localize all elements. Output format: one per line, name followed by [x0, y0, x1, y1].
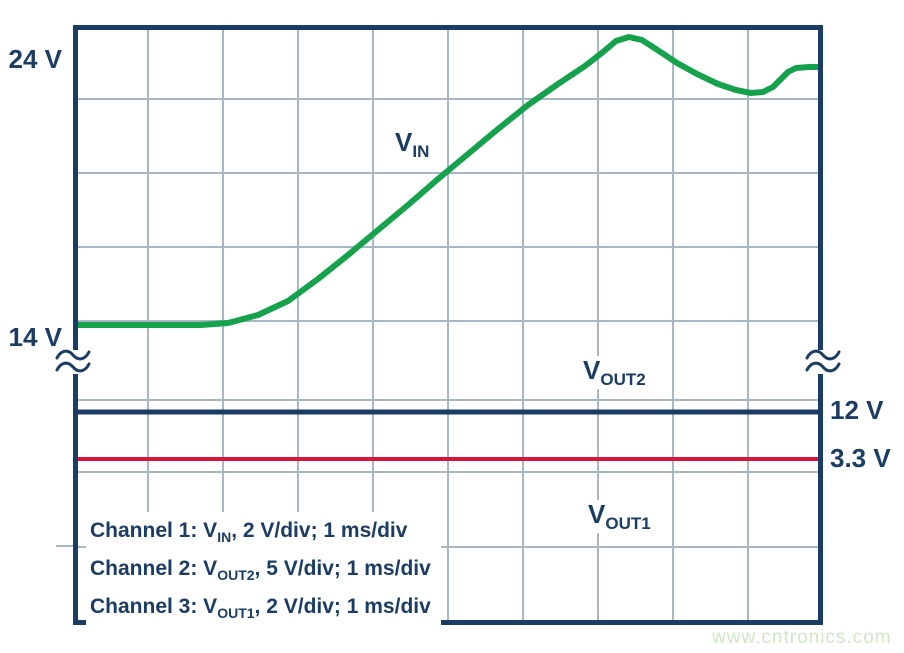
vout1-label-base: V	[588, 499, 606, 529]
vout2-trace-label: VOUT2	[580, 355, 649, 390]
vout2-label-base: V	[583, 355, 601, 385]
legend-line-1-sub: IN	[217, 529, 232, 546]
left-axis-tick	[56, 545, 73, 547]
legend-line-1-post: , 2 V/div; 1 ms/div	[231, 519, 408, 542]
plot-area	[73, 25, 823, 625]
legend-line-channel-3: Channel 3: VOUT1, 2 V/div; 1 ms/div	[90, 591, 431, 629]
legend-line-2-pre: Channel 2: V	[90, 557, 218, 581]
axis-label-12v: 12 V	[830, 395, 884, 425]
legend-line-2-post: , 5 V/div; 1 ms/div	[254, 557, 431, 581]
legend-line-channel-1: Channel 1: VIN, 2 V/div; 1 ms/div	[90, 515, 431, 553]
legend-line-2-sub: OUT2	[217, 567, 255, 584]
vin-label-sub: IN	[412, 142, 430, 162]
vin-label-base: V	[395, 127, 413, 157]
axis-label-24v: 24 V	[8, 44, 63, 74]
vout2-label-sub: OUT2	[600, 370, 646, 390]
legend-line-1-pre: Channel 1: V	[90, 519, 218, 542]
channel-legend: Channel 1: VIN, 2 V/div; 1 ms/div Channe…	[86, 512, 441, 635]
watermark: www.cntronics.com	[712, 627, 892, 648]
legend-line-channel-2: Channel 2: VOUT2, 5 V/div; 1 ms/div	[90, 553, 431, 591]
axis-break-right-icon	[805, 349, 841, 374]
axis-break-left-icon	[55, 349, 91, 374]
legend-line-3-pre: Channel 3: V	[90, 595, 218, 619]
vout1-trace-label: VOUT1	[585, 499, 654, 534]
axis-label-14v: 14 V	[8, 322, 63, 352]
legend-line-3-sub: OUT1	[217, 605, 255, 622]
vin-trace-label: VIN	[392, 127, 433, 162]
legend-line-3-post: , 2 V/div; 1 ms/div	[254, 595, 431, 619]
vout1-label-sub: OUT1	[605, 514, 651, 534]
scope-grid-and-traces	[73, 25, 823, 625]
axis-label-3v3: 3.3 V	[830, 443, 891, 473]
